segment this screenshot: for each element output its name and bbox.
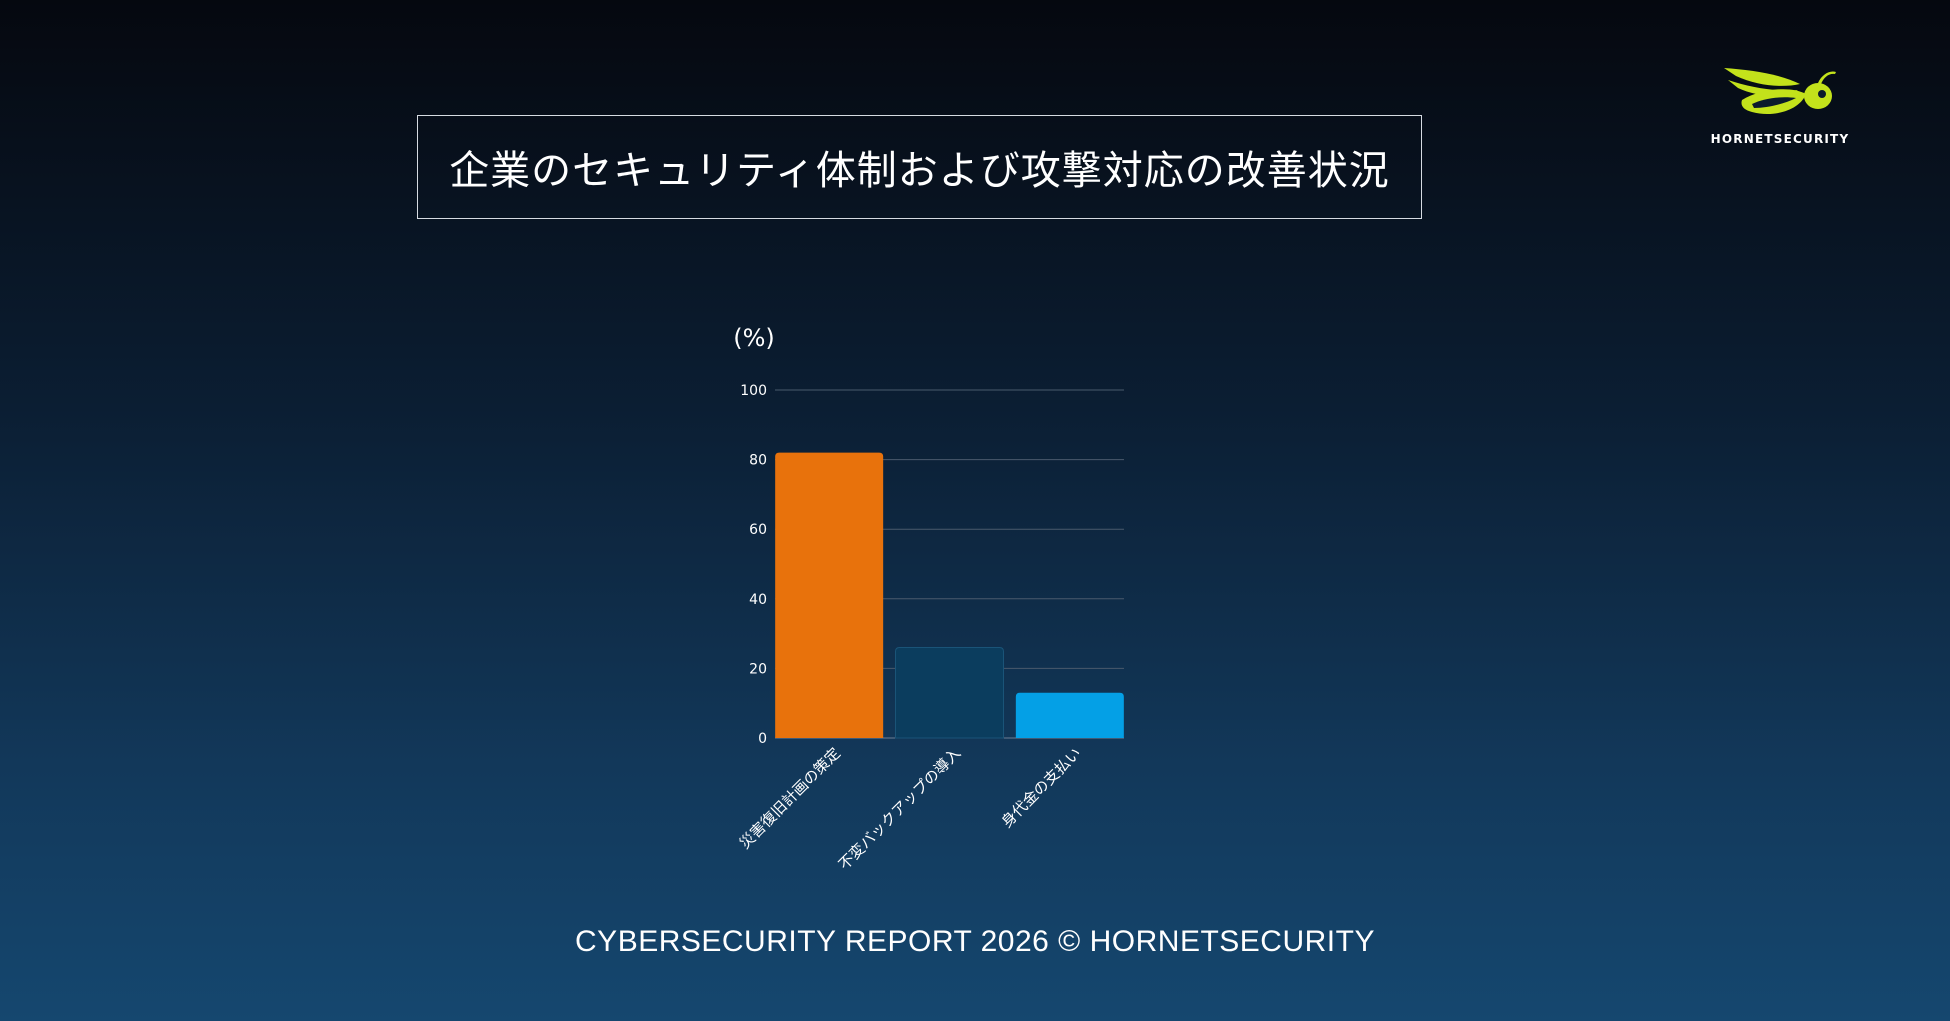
bar-3: [1015, 692, 1124, 738]
bar-1: [775, 452, 884, 738]
logo-text: HORNETSECURITY: [1710, 132, 1850, 146]
page-title: 企業のセキュリティ体制および攻撃対応の改善状況: [449, 148, 1390, 194]
x-tick-label: 不変バックアップの導入: [835, 744, 964, 873]
y-tick-label: 100: [740, 383, 767, 399]
hornetsecurity-logo: HORNETSECURITY: [1700, 66, 1860, 146]
y-tick-label: 80: [749, 453, 767, 469]
footer-text: CYBERSECURITY REPORT 2026 © HORNETSECURI…: [575, 925, 1375, 958]
y-tick-label: 20: [749, 661, 767, 677]
x-tick-label: 災害復旧計画の策定: [736, 744, 844, 852]
x-tick-label: 身代金の支払い: [998, 744, 1085, 831]
y-tick-label: 0: [758, 731, 767, 747]
bar-2: [895, 647, 1004, 739]
y-tick-label: 60: [749, 522, 767, 538]
chart-bars: [775, 452, 1124, 739]
title-box: 企業のセキュリティ体制および攻撃対応の改善状況: [417, 115, 1422, 219]
y-tick-label: 40: [749, 592, 767, 608]
chart-y-ticks: 0 20 40 60 80 100: [740, 383, 767, 747]
y-axis-label: (%): [733, 324, 775, 352]
hornet-icon: [1724, 68, 1836, 114]
